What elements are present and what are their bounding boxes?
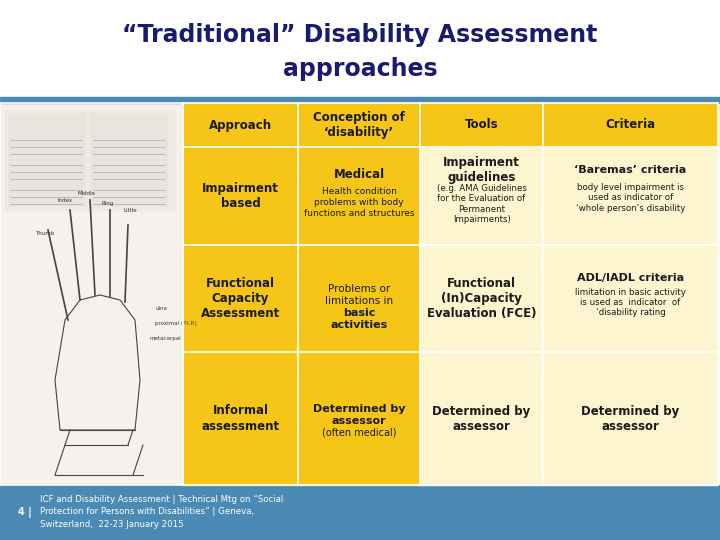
Text: Little: Little	[123, 208, 137, 213]
Text: basic: basic	[343, 307, 375, 318]
Text: ICF and Disability Assessment | Technical Mtg on “Social
Protection for Persons : ICF and Disability Assessment | Technica…	[40, 495, 283, 529]
Text: Tools: Tools	[464, 118, 498, 132]
Text: Functional
Capacity
Assessment: Functional Capacity Assessment	[201, 277, 280, 320]
Text: “Traditional” Disability Assessment: “Traditional” Disability Assessment	[122, 23, 598, 47]
Text: Middle: Middle	[77, 191, 95, 196]
Bar	[90, 113, 168, 207]
Bar	[420, 147, 718, 245]
Text: Criteria: Criteria	[606, 118, 656, 132]
Bar	[5, 110, 175, 210]
Text: approaches: approaches	[283, 57, 437, 81]
Bar	[183, 103, 718, 147]
Bar	[8, 113, 86, 207]
Text: Problems or: Problems or	[328, 284, 390, 294]
Bar	[183, 147, 420, 245]
Text: proximal (P.I.P.): proximal (P.I.P.)	[155, 321, 197, 326]
Text: Informal
assessment: Informal assessment	[202, 404, 279, 433]
Text: Thumb: Thumb	[35, 231, 55, 236]
Bar	[0, 97, 720, 103]
Text: Health condition: Health condition	[322, 186, 397, 195]
Text: problems with body
functions and structures: problems with body functions and structu…	[304, 198, 414, 218]
Text: Functional
(In)Capacity
Evaluation (FCE): Functional (In)Capacity Evaluation (FCE)	[427, 277, 536, 320]
Text: limitation in basic activity
is used as  indicator  of
‘disability rating: limitation in basic activity is used as …	[575, 288, 686, 318]
Text: Conception of
‘disability’: Conception of ‘disability’	[313, 111, 405, 139]
Text: (often medical): (often medical)	[322, 428, 396, 437]
Bar	[0, 485, 720, 540]
Text: Impairment
guidelines: Impairment guidelines	[443, 156, 520, 184]
Text: ADL/IADL criteria: ADL/IADL criteria	[577, 273, 684, 284]
Text: Determined by
assessor: Determined by assessor	[433, 404, 531, 433]
Text: assessor: assessor	[332, 415, 387, 426]
Text: Index: Index	[58, 198, 73, 203]
Text: Determined by
assessor: Determined by assessor	[581, 404, 680, 433]
Bar	[183, 245, 420, 352]
Text: 4 |: 4 |	[18, 507, 32, 517]
Text: Determined by: Determined by	[312, 403, 405, 414]
Text: Ring: Ring	[102, 201, 114, 206]
Text: limitations in: limitations in	[325, 295, 393, 306]
Text: body level impairment is
used as indicator of
‘whole person’s disability: body level impairment is used as indicat…	[576, 183, 685, 213]
Text: Medical: Medical	[333, 167, 384, 180]
Text: metacarpal: metacarpal	[150, 336, 181, 341]
Text: ‘Baremas’ criteria: ‘Baremas’ criteria	[575, 165, 687, 175]
Bar	[0, 103, 183, 485]
Text: Impairment
based: Impairment based	[202, 182, 279, 210]
Text: Approach: Approach	[209, 118, 272, 132]
Bar	[183, 352, 420, 485]
Bar	[420, 245, 718, 352]
Text: (e.g. AMA Guidelines
for the Evaluation of
Permanent
Impairments): (e.g. AMA Guidelines for the Evaluation …	[436, 184, 526, 224]
Text: ulna: ulna	[155, 306, 167, 311]
Bar	[420, 352, 718, 485]
Text: activities: activities	[330, 320, 387, 329]
